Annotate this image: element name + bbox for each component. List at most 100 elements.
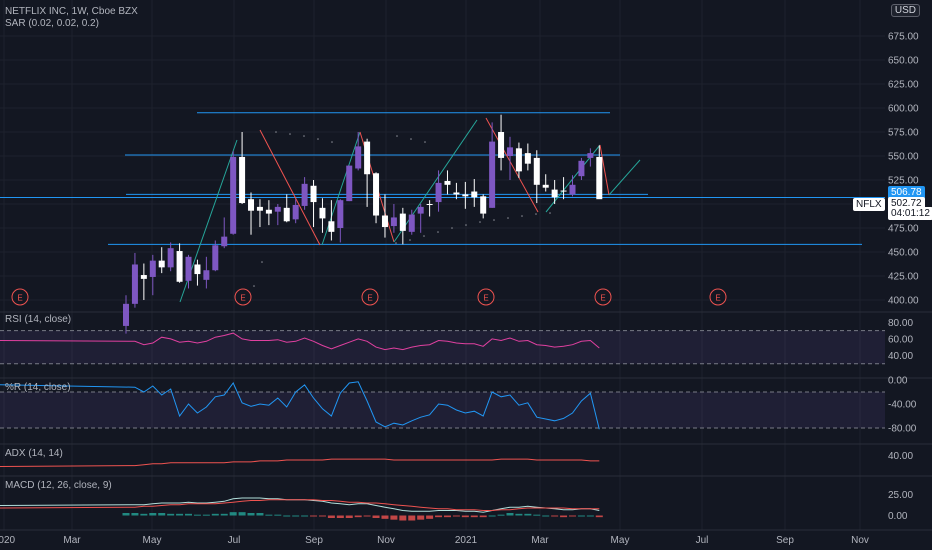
macd-histogram-bar xyxy=(346,516,353,519)
candle-body xyxy=(284,208,290,221)
macd-histogram-bar xyxy=(498,515,505,516)
candle-body xyxy=(525,153,531,164)
macd-histogram-bar xyxy=(587,516,594,517)
macd-histogram-bar xyxy=(560,516,567,518)
macd-histogram-bar xyxy=(265,515,272,516)
macd-histogram-bar xyxy=(524,514,531,516)
macd-histogram-bar xyxy=(453,516,460,517)
candle-body xyxy=(230,157,236,234)
macd-histogram-bar xyxy=(239,512,246,515)
sar-dot xyxy=(549,212,551,214)
macd-histogram-bar xyxy=(123,513,130,516)
macd-histogram-bar xyxy=(444,516,451,518)
sar-dot xyxy=(303,135,305,137)
macd-histogram-bar xyxy=(274,515,281,516)
macd-histogram-bar xyxy=(355,516,362,518)
candle-body xyxy=(346,166,352,202)
sar-dot xyxy=(535,213,537,215)
candle-body xyxy=(177,251,183,282)
symbol-title: NETFLIX INC, 1W, Cboe BZX xyxy=(5,6,138,17)
ticker-tag: NFLX xyxy=(853,198,885,211)
macd-histogram-bar xyxy=(230,512,237,515)
candle-body xyxy=(471,192,477,198)
sar-dot xyxy=(437,231,439,233)
macd-histogram-bar xyxy=(212,514,219,516)
macd-histogram-bar xyxy=(248,513,255,516)
sar-dot xyxy=(410,138,412,140)
macd-histogram-bar xyxy=(578,516,585,517)
macd-histogram-bar xyxy=(185,514,192,516)
macd-histogram-bar xyxy=(373,516,380,519)
candle-body xyxy=(436,183,442,202)
sar-dot xyxy=(451,227,453,229)
adx-line xyxy=(0,459,599,466)
macd-histogram-bar xyxy=(310,516,317,517)
candle-body xyxy=(373,173,379,215)
wr-axis-label: -80.00 xyxy=(888,424,917,435)
macd-histogram-bar xyxy=(569,516,576,517)
x-axis-label: May xyxy=(143,535,162,546)
pattern-line xyxy=(394,120,477,242)
candle-body xyxy=(507,147,513,156)
macd-histogram-bar xyxy=(515,514,522,516)
x-axis-label: Jul xyxy=(696,535,709,546)
macd-histogram-bar xyxy=(221,514,228,516)
price-axis-label: 400.00 xyxy=(888,296,919,307)
candle-body xyxy=(498,132,504,158)
macd-histogram-bar xyxy=(417,516,424,520)
candle-body xyxy=(578,161,584,176)
macd-histogram-bar xyxy=(533,515,540,516)
candle-body xyxy=(150,261,156,277)
macd-histogram-bar xyxy=(408,516,415,521)
sar-dot xyxy=(396,135,398,137)
candle-body xyxy=(212,245,218,270)
x-axis-label: 2021 xyxy=(455,535,478,546)
candle-body xyxy=(561,191,567,192)
candle-body xyxy=(418,207,424,214)
candle-body xyxy=(159,261,165,268)
sar-dot xyxy=(423,235,425,237)
macd-histogram-bar xyxy=(283,516,290,517)
macd-histogram-bar xyxy=(292,516,299,517)
adx-legend: ADX (14, 14) xyxy=(5,448,63,459)
candle-body xyxy=(123,304,129,326)
earnings-marker-label: E xyxy=(483,294,488,303)
candle-body xyxy=(462,194,468,196)
macd-histogram-bar xyxy=(390,516,397,520)
macd-histogram-bar xyxy=(462,516,469,518)
macd-histogram-bar xyxy=(381,516,388,519)
candle-body xyxy=(293,205,299,219)
wr-axis-label: 0.00 xyxy=(888,376,908,387)
sar-dot xyxy=(479,221,481,223)
sar-dot xyxy=(493,219,495,221)
rsi-axis-label: 80.00 xyxy=(888,318,913,329)
earnings-marker-label: E xyxy=(600,294,605,303)
earnings-marker-label: E xyxy=(240,294,245,303)
sar-dot xyxy=(331,141,333,143)
earnings-marker-label: E xyxy=(367,294,372,303)
macd-histogram-bar xyxy=(203,515,210,516)
candle-body xyxy=(319,208,325,219)
x-axis-label: Sep xyxy=(776,535,794,546)
candle-body xyxy=(444,181,450,185)
sar-dot xyxy=(395,242,397,244)
candle-body xyxy=(364,142,370,175)
countdown-tag: 04:01:12 xyxy=(888,207,932,220)
candle-body xyxy=(337,200,343,228)
candle-body xyxy=(409,215,415,232)
candle-body xyxy=(248,199,254,211)
macd-histogram-bar xyxy=(328,516,335,519)
price-axis-label: 600.00 xyxy=(888,104,919,115)
x-axis-label: 2020 xyxy=(0,535,16,546)
sar-dot xyxy=(289,133,291,135)
macd-histogram-bar xyxy=(489,516,496,517)
candle-body xyxy=(355,146,361,168)
currency-button[interactable]: USD xyxy=(891,4,920,17)
rsi-legend: RSI (14, close) xyxy=(5,314,71,325)
macd-histogram-bar xyxy=(337,516,344,519)
x-axis-label: May xyxy=(611,535,630,546)
macd-histogram-bar xyxy=(301,516,308,517)
rsi-axis-label: 40.00 xyxy=(888,351,913,362)
macd-histogram-bar xyxy=(551,516,558,517)
